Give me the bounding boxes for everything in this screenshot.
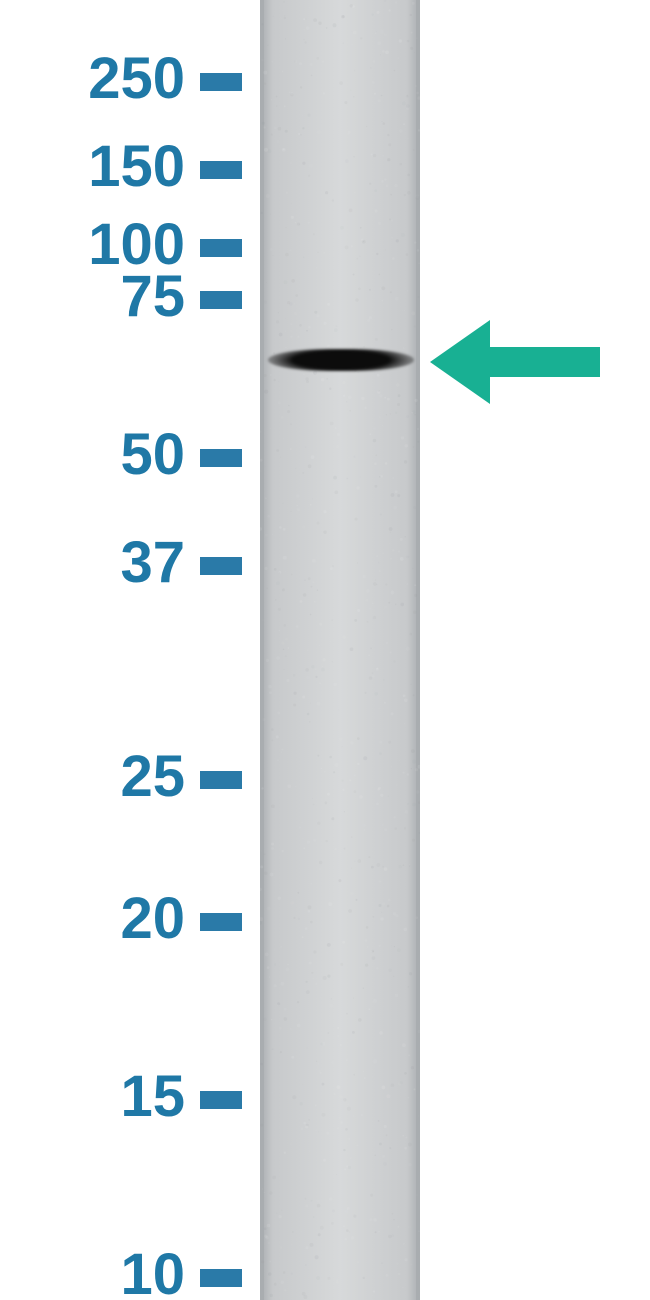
ladder-tick-25 (200, 771, 242, 789)
ladder-tick-20 (200, 913, 242, 931)
ladder-tick-75 (200, 291, 242, 309)
ladder-tick-15 (200, 1091, 242, 1109)
ladder-label-37: 37 (15, 534, 185, 592)
protein-band (268, 349, 414, 371)
ladder-label-75: 75 (15, 268, 185, 326)
ladder-label-10: 10 (15, 1246, 185, 1300)
gel-lane (260, 0, 420, 1300)
ladder-label-20: 20 (15, 890, 185, 948)
arrow-icon (430, 320, 600, 404)
gel-lane-svg (260, 0, 420, 1300)
ladder-tick-100 (200, 239, 242, 257)
blot-figure: 25015010075503725201510 (0, 0, 650, 1300)
ladder-tick-10 (200, 1269, 242, 1287)
ladder-tick-37 (200, 557, 242, 575)
ladder-label-25: 25 (15, 748, 185, 806)
band-arrow (430, 320, 600, 404)
ladder-tick-150 (200, 161, 242, 179)
ladder-label-250: 250 (15, 50, 185, 108)
ladder-label-50: 50 (15, 426, 185, 484)
ladder-label-15: 15 (15, 1068, 185, 1126)
ladder-label-150: 150 (15, 138, 185, 196)
ladder-tick-50 (200, 449, 242, 467)
ladder-tick-250 (200, 73, 242, 91)
